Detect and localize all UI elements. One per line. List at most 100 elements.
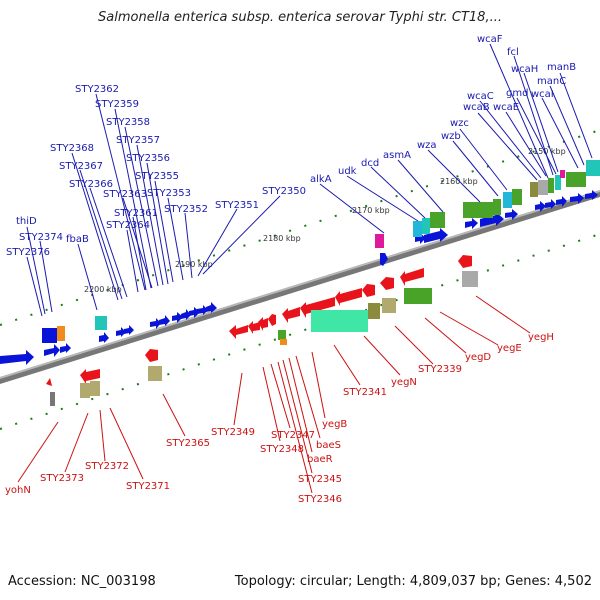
- cog-box: [50, 392, 55, 406]
- gene-forward: [60, 343, 71, 353]
- gene-forward: [116, 327, 126, 337]
- gene-label: STY2366: [69, 179, 113, 190]
- gene-label: STY2373: [40, 473, 84, 484]
- gene-label: STY2362: [75, 84, 119, 95]
- gene-label: STY2339: [418, 364, 462, 375]
- cog-box: [422, 218, 430, 234]
- cog-box: [42, 328, 57, 343]
- cog-box: [280, 339, 287, 345]
- gene-label: alkA: [310, 174, 332, 185]
- gene-label: STY2345: [298, 474, 342, 485]
- gene-label: STY2353: [147, 188, 191, 199]
- gene-label: baeR: [307, 454, 333, 465]
- gene-label: fbaB: [66, 234, 89, 245]
- gene-label: STY2363: [103, 189, 147, 200]
- gene-reverse: [80, 369, 100, 384]
- gene-label: STY2350: [262, 186, 306, 197]
- scale-label: 2190 kbp: [175, 260, 213, 269]
- gene-label: manB: [547, 62, 576, 73]
- gene-forward: [505, 209, 518, 220]
- gene-label: STY2367: [59, 161, 103, 172]
- gene-reverse: [458, 255, 472, 268]
- gene-forward: [480, 212, 504, 227]
- cog-box: [462, 271, 478, 287]
- gene-label: thiD: [16, 216, 37, 227]
- gene-forward: [0, 350, 34, 365]
- scale-label: 2200 kbp: [84, 285, 122, 294]
- gene-label: wcaE: [493, 102, 519, 113]
- gene-label: STY2351: [215, 200, 259, 211]
- reverse-cog-boxes: [50, 271, 478, 406]
- gene-label: STY2361: [114, 208, 158, 219]
- gene-label: STY2348: [260, 444, 304, 455]
- gene-forward: [159, 315, 170, 326]
- gene-label: STY2358: [106, 117, 150, 128]
- cog-box: [555, 175, 561, 190]
- gene-reverse: [300, 297, 335, 318]
- gene-label: gmd: [506, 88, 528, 99]
- gene-label: STY2352: [164, 204, 208, 215]
- gene-forward: [424, 228, 448, 243]
- cog-box: [560, 170, 565, 178]
- gene-label: STY2347: [271, 430, 315, 441]
- gene-label: udk: [338, 166, 357, 177]
- cog-box: [413, 221, 422, 237]
- cog-box: [375, 234, 384, 248]
- gene-reverse: [282, 307, 300, 323]
- map-title: Salmonella enterica subsp. enterica sero…: [98, 10, 502, 25]
- scale-label: 2150 kbp: [528, 147, 566, 156]
- gene-label: yegE: [497, 343, 522, 354]
- gene-label: yegD: [465, 352, 491, 363]
- cog-box: [530, 182, 538, 197]
- gene-label: wcaI: [531, 89, 554, 100]
- gene-reverse: [258, 317, 268, 331]
- reverse-labels: yegH yegE yegD STY2339 yegN STY2341 yegB…: [5, 332, 554, 505]
- cog-box: [80, 383, 90, 398]
- gene-reverse: [145, 349, 158, 362]
- gene-label: fcl: [507, 47, 519, 58]
- cog-box: [311, 310, 368, 332]
- gene-label: wzb: [441, 131, 461, 142]
- gene-label: STY2371: [126, 481, 170, 492]
- gene-label: yohN: [5, 485, 31, 496]
- gene-forward: [545, 199, 556, 209]
- gene-label: STY2376: [6, 247, 50, 258]
- gene-label: wcaB: [463, 102, 490, 113]
- gene-forward: [150, 318, 161, 329]
- cog-box: [404, 288, 432, 304]
- cog-box: [538, 180, 548, 195]
- gene-label: STY2341: [343, 387, 387, 398]
- scale-label: 2170 kbp: [352, 206, 390, 215]
- cog-box: [95, 316, 107, 330]
- gene-label: STY2357: [116, 135, 160, 146]
- gene-forward: [181, 309, 191, 320]
- gene-forward: [556, 196, 567, 207]
- cog-box: [493, 199, 501, 215]
- gene-forward: [570, 193, 584, 204]
- gene-forward: [99, 332, 109, 343]
- cog-box: [278, 330, 286, 340]
- genome-summary-text: Topology: circular; Length: 4,809,037 bp…: [234, 574, 592, 589]
- gene-reverse: [380, 277, 394, 290]
- gene-label: baeS: [316, 440, 341, 451]
- gene-forward: [206, 302, 217, 313]
- gene-label: STY2374: [19, 232, 63, 243]
- gene-forward: [415, 233, 426, 244]
- gene-label: STY2364: [106, 220, 150, 231]
- cog-box: [512, 189, 522, 205]
- forward-labels: wcaF fcl wcaH manB gmd manC wcaC wcaB wc…: [6, 34, 576, 258]
- gene-reverse: [400, 268, 424, 286]
- gene-label: yegH: [528, 332, 554, 343]
- cog-box: [503, 192, 512, 208]
- gene-label: wcaH: [511, 64, 538, 75]
- gene-label: yegN: [391, 377, 417, 388]
- cog-box: [548, 178, 554, 193]
- scale-label: 2180 kbp: [263, 234, 301, 243]
- gene-forward: [44, 344, 60, 357]
- gene-label: dcd: [361, 158, 379, 169]
- gene-label: asmA: [383, 150, 411, 161]
- gene-label: STY2355: [135, 171, 179, 182]
- cog-box: [90, 381, 100, 396]
- cog-box: [368, 303, 380, 319]
